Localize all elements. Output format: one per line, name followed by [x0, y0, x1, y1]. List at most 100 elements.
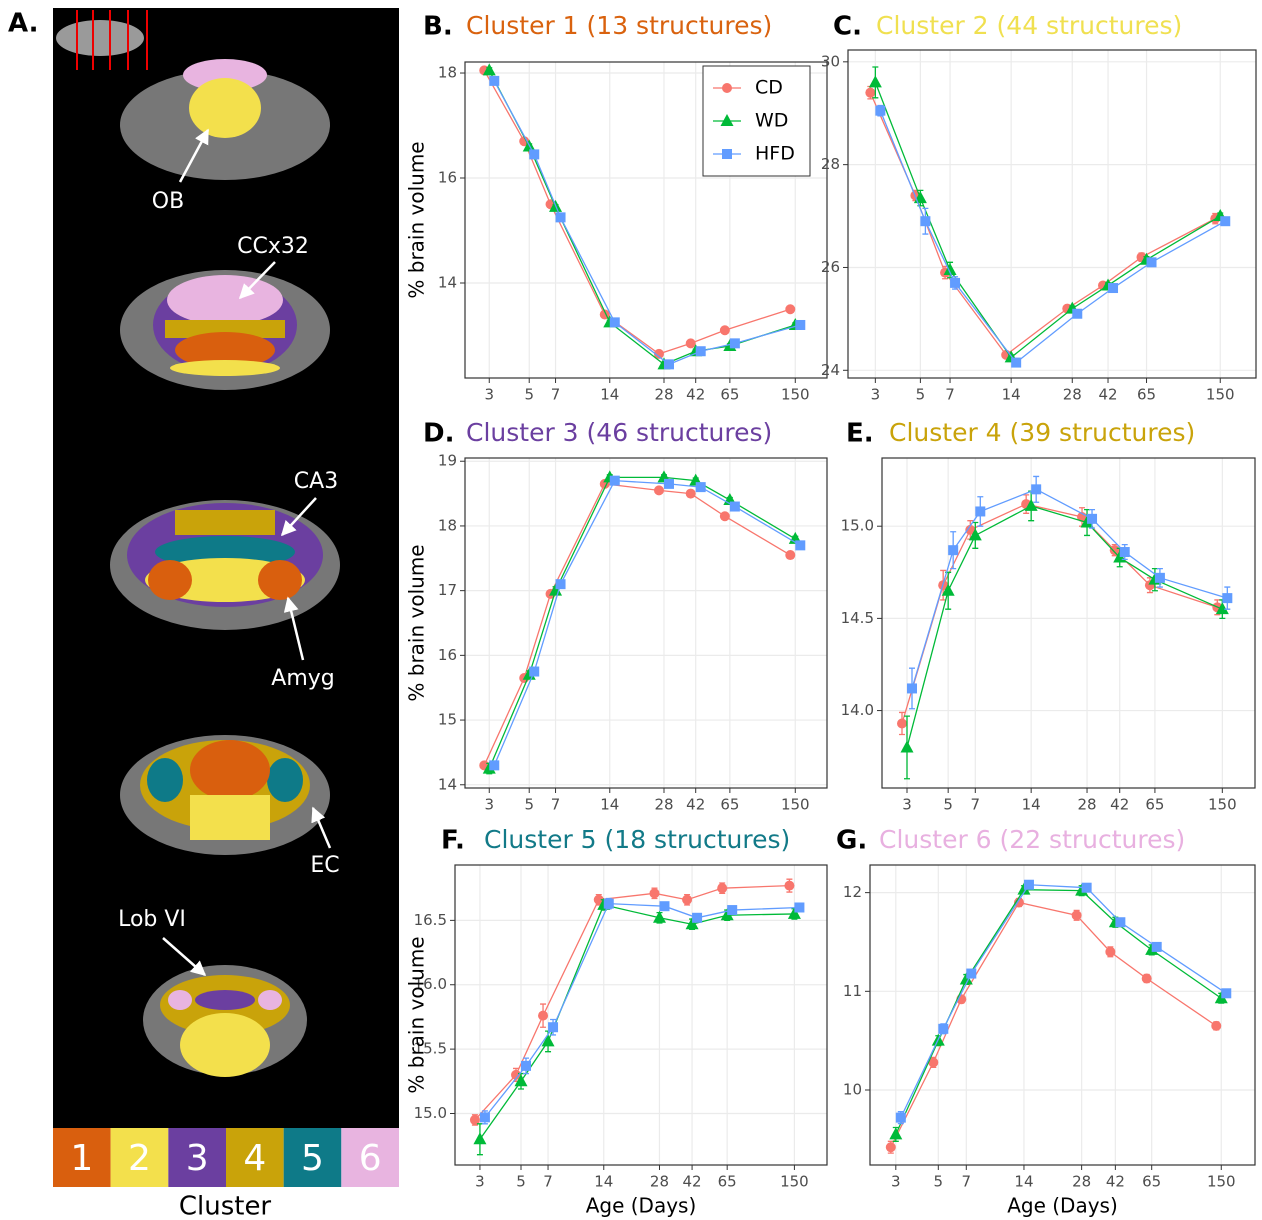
point [682, 895, 692, 905]
chart-panel: 10111235714284265150G.Cluster 6 (22 stru… [836, 825, 1255, 1218]
x-tick-label: 7 [971, 796, 981, 814]
plot-background [848, 50, 1256, 378]
panel-label: A. [8, 9, 38, 39]
brain-slice-2 [120, 270, 330, 390]
x-tick-label: 42 [1106, 1173, 1125, 1191]
x-axis-label: Age (Days) [1007, 1194, 1118, 1218]
y-axis-label: % brain volume [405, 544, 429, 701]
annotation: EC [310, 853, 339, 878]
y-tick-label: 15.0 [841, 517, 874, 535]
y-axis-label: % brain volume [405, 936, 429, 1093]
point [920, 216, 930, 226]
x-tick-label: 28 [650, 1173, 669, 1191]
x-tick-label: 7 [543, 1173, 553, 1191]
legend-marker [722, 149, 732, 159]
point [1105, 947, 1115, 957]
y-axis-label: % brain volume [405, 141, 429, 298]
point [1142, 973, 1152, 983]
y-tick-label: 15 [438, 711, 457, 729]
point [686, 338, 696, 348]
x-tick-label: 3 [484, 796, 494, 814]
y-tick-label: 14.5 [841, 609, 874, 627]
point [875, 106, 885, 116]
cluster-number: 5 [301, 1138, 324, 1179]
x-tick-label: 42 [1098, 386, 1117, 404]
x-tick-label: 28 [654, 386, 673, 404]
point [529, 149, 539, 159]
x-tick-label: 42 [686, 796, 705, 814]
point [795, 320, 805, 330]
point [529, 667, 539, 677]
point [720, 325, 730, 335]
point [664, 359, 674, 369]
y-tick-label: 18 [438, 516, 457, 534]
x-tick-label: 28 [1077, 796, 1096, 814]
annotation: CA3 [294, 469, 338, 494]
point [610, 476, 620, 486]
point [521, 1061, 531, 1071]
point [1147, 257, 1157, 267]
x-tick-label: 42 [686, 386, 705, 404]
y-tick-label: 16.5 [414, 911, 447, 929]
point [975, 506, 985, 516]
point [556, 579, 566, 589]
point [727, 905, 737, 915]
point [1108, 283, 1118, 293]
point [548, 1022, 558, 1032]
x-tick-label: 28 [654, 796, 673, 814]
point [489, 760, 499, 770]
x-tick-label: 5 [524, 796, 534, 814]
figure: A. [0, 0, 1262, 1220]
point [556, 212, 566, 222]
y-tick-label: 17 [438, 581, 457, 599]
x-tick-label: 65 [720, 796, 739, 814]
x-tick-label: 5 [516, 1173, 526, 1191]
plot-background [455, 865, 827, 1165]
x-tick-label: 65 [1137, 386, 1156, 404]
y-tick-label: 26 [821, 258, 840, 276]
brain-slice-3 [110, 500, 340, 630]
point [1011, 358, 1021, 368]
cluster-number: 1 [70, 1138, 93, 1179]
x-tick-label: 3 [475, 1173, 485, 1191]
panel-label: F. [441, 826, 465, 856]
x-tick-label: 3 [871, 386, 881, 404]
brain-slice-4 [120, 735, 330, 855]
panel-label: D. [423, 419, 454, 449]
y-tick-label: 19 [438, 452, 457, 470]
annotation: Lob VI [118, 907, 186, 932]
x-tick-label: 5 [934, 1173, 944, 1191]
x-tick-label: 150 [781, 386, 810, 404]
chart-panel: 14151617181935714284265150D.Cluster 3 (4… [405, 418, 828, 814]
point [1072, 910, 1082, 920]
x-tick-label: 28 [1072, 1173, 1091, 1191]
point [1152, 942, 1162, 952]
point [1024, 880, 1034, 890]
x-tick-label: 150 [1206, 386, 1235, 404]
y-tick-label: 15.0 [414, 1104, 447, 1122]
y-tick-label: 18 [438, 64, 457, 82]
point [604, 899, 614, 909]
y-tick-label: 24 [821, 361, 840, 379]
point [649, 888, 659, 898]
y-tick-label: 12 [843, 883, 862, 901]
x-tick-label: 65 [1142, 1173, 1161, 1191]
point [907, 683, 917, 693]
x-axis-label: Age (Days) [586, 1194, 697, 1218]
point [480, 1112, 490, 1122]
point [1087, 514, 1097, 524]
x-tick-label: 14 [600, 386, 619, 404]
y-tick-label: 16 [438, 169, 457, 187]
chart-panel: 2426283035714284265150C.Cluster 2 (44 st… [821, 11, 1256, 404]
chart-title: Cluster 5 (18 structures) [484, 825, 790, 854]
point [966, 969, 976, 979]
point [659, 901, 669, 911]
panel-label: B. [423, 12, 453, 42]
y-tick-label: 10 [843, 1081, 862, 1099]
panel-label: E. [846, 419, 874, 449]
x-tick-label: 65 [1145, 796, 1164, 814]
annotation: Amyg [271, 666, 334, 691]
point [654, 485, 664, 495]
point [1155, 573, 1165, 583]
